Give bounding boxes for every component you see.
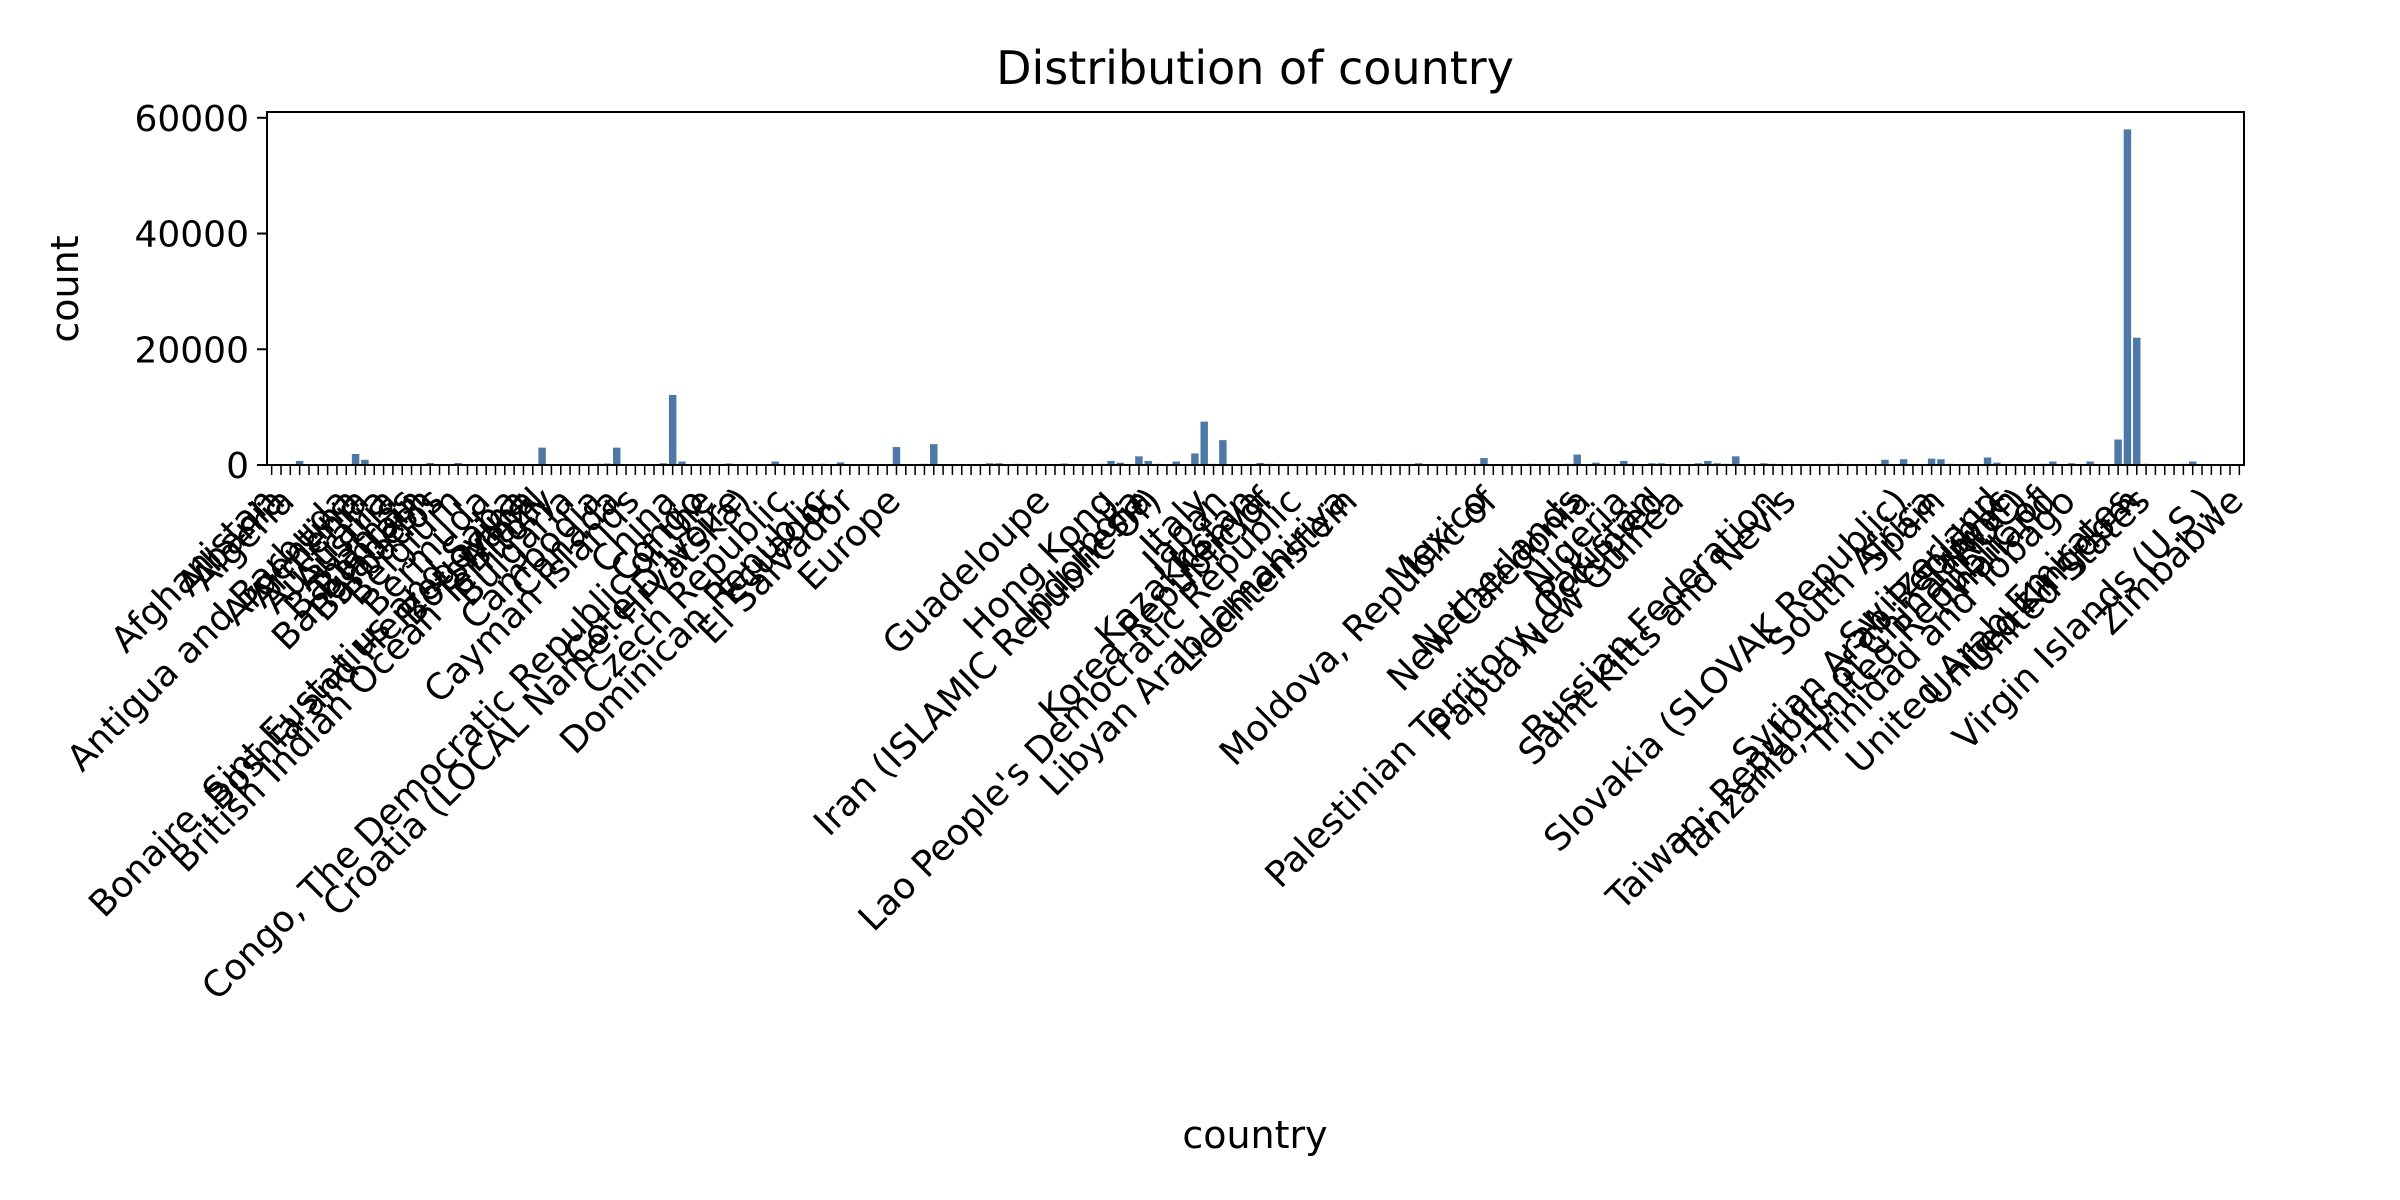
bar [1881, 459, 1889, 465]
y-axis-title: count [43, 235, 87, 342]
bar [351, 454, 360, 465]
bar [1899, 459, 1908, 465]
y-tick-label: 0 [226, 446, 249, 487]
bar [1107, 460, 1115, 465]
bar [454, 462, 462, 465]
plot-frame [266, 111, 2245, 466]
bar [2133, 337, 2141, 465]
bar [2123, 129, 2132, 466]
bar [771, 461, 779, 465]
bars-group [267, 129, 2244, 466]
bar [1191, 453, 1199, 465]
bar [1620, 460, 1628, 465]
x-axis-title: country [1182, 1113, 1327, 1157]
bar [1732, 456, 1740, 465]
bar [1993, 462, 2001, 465]
bar [361, 459, 369, 465]
bar [2114, 439, 2122, 465]
bar [2188, 461, 2197, 465]
chart-title: Distribution of country [996, 41, 1514, 95]
y-axis: 0 20000 40000 60000 [134, 99, 267, 487]
y-tick-label: 60000 [134, 99, 249, 140]
y-tick-label: 40000 [134, 215, 249, 256]
bar [1135, 456, 1143, 465]
bar [612, 447, 621, 465]
bar [678, 461, 686, 465]
bar [1937, 459, 1945, 465]
bar [1983, 457, 1992, 465]
bar [1219, 440, 1227, 465]
bar [836, 462, 845, 465]
bar [668, 394, 677, 465]
bar [1480, 458, 1488, 465]
bar [1704, 460, 1712, 465]
bar [1592, 462, 1600, 465]
bar [1200, 421, 1208, 465]
bar [2049, 461, 2057, 465]
bar [1573, 454, 1581, 465]
bar [2086, 461, 2094, 465]
bar [426, 462, 434, 465]
y-tick-label: 20000 [134, 330, 249, 371]
bar [1927, 458, 1936, 465]
bar [1256, 462, 1264, 465]
bar [1116, 462, 1125, 465]
bar [1144, 460, 1152, 465]
bar [295, 460, 304, 465]
bar [892, 447, 901, 465]
bar [538, 447, 546, 465]
bar [930, 444, 938, 465]
bar [1172, 461, 1180, 465]
